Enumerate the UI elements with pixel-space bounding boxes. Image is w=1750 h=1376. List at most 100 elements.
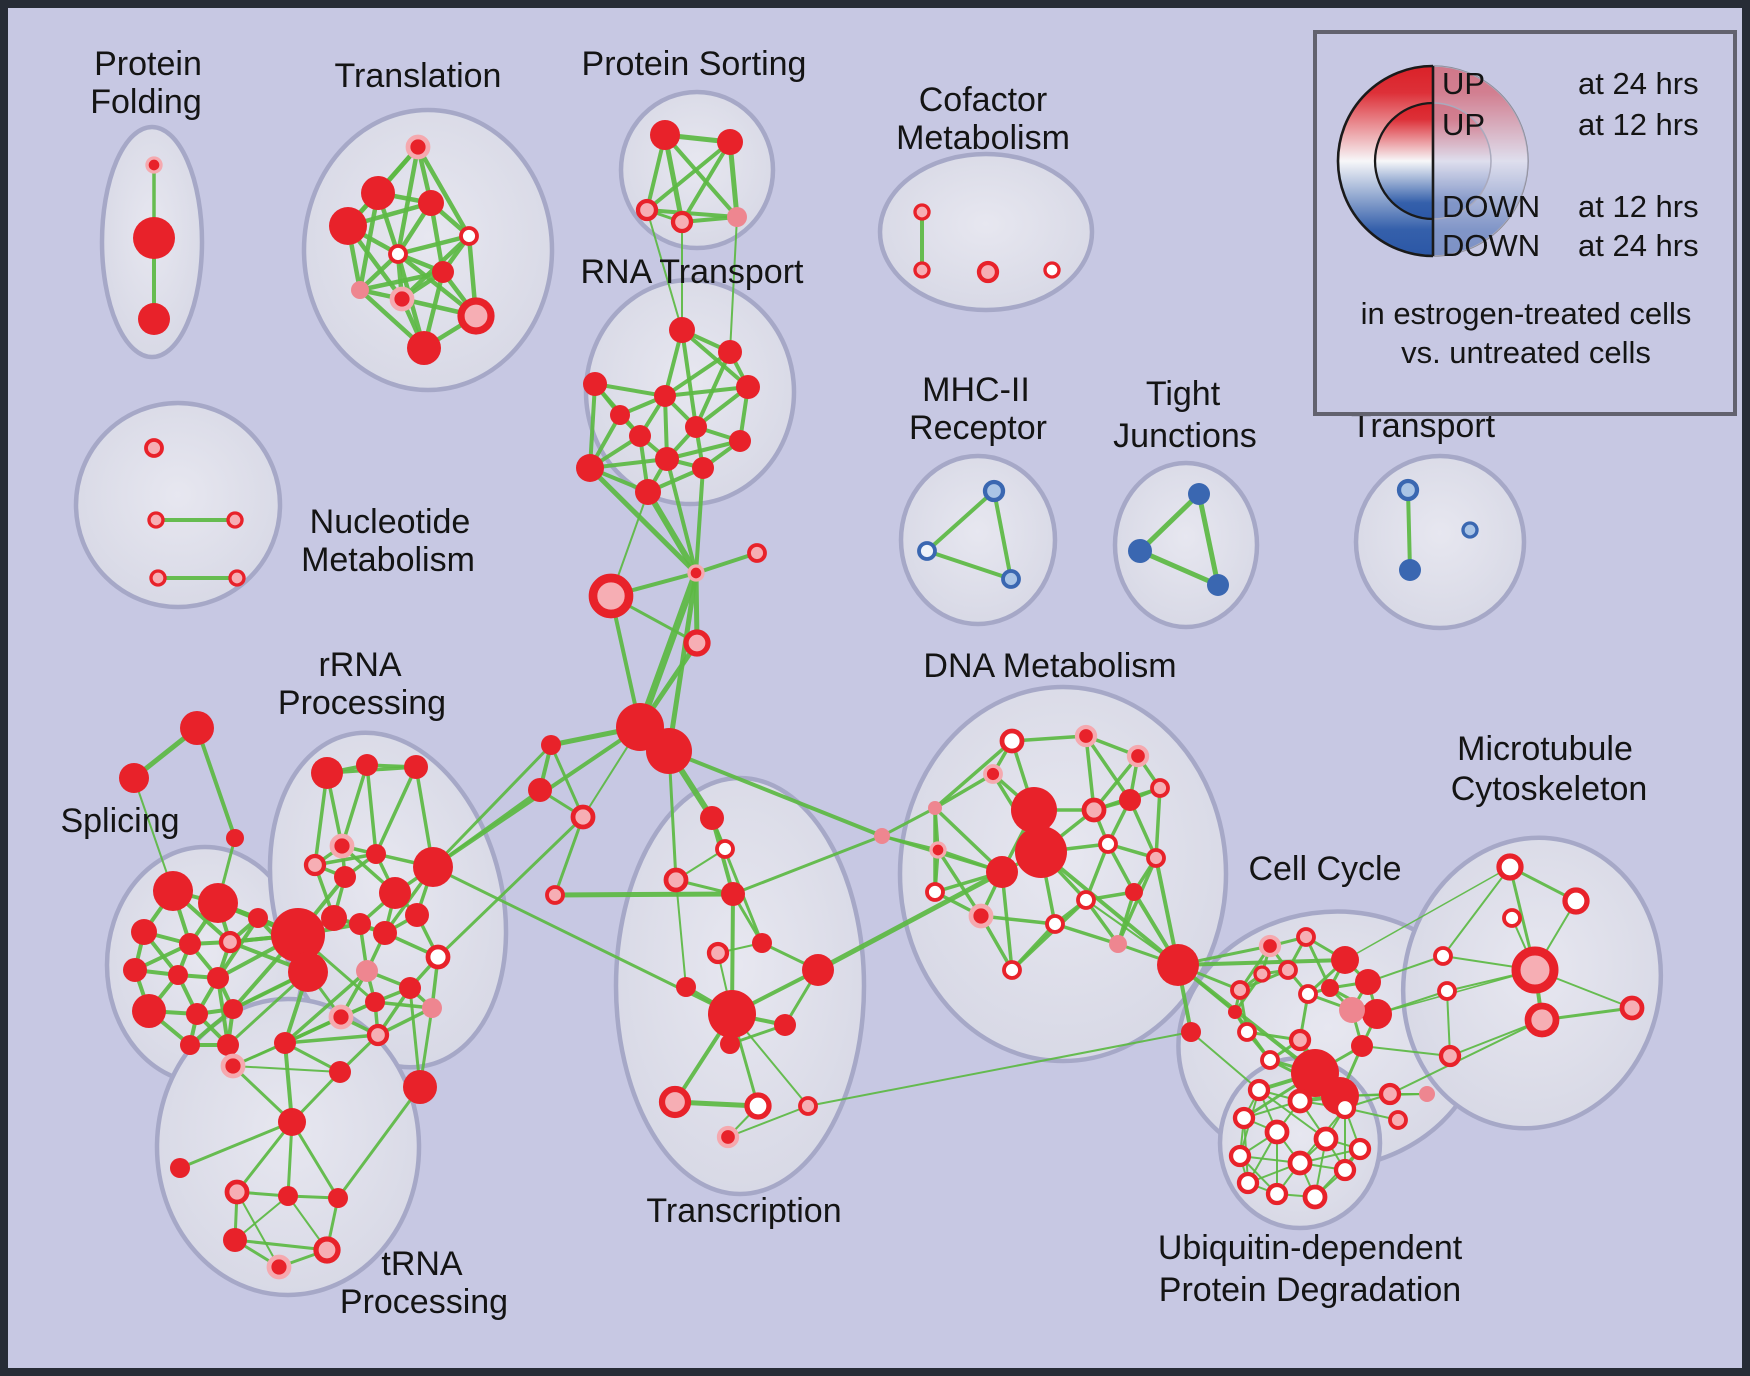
cluster-ellipse-mhc	[898, 453, 1058, 627]
gene-node-dna-10	[1081, 797, 1107, 823]
interaction-edge	[336, 1085, 422, 1200]
gene-node-tn-3	[278, 1108, 306, 1136]
gene-node-ps-3	[670, 210, 694, 234]
gene-node-mt-3	[1511, 946, 1559, 994]
gene-node-sp-2	[131, 919, 157, 945]
gene-node-cc-5	[1298, 984, 1318, 1004]
gene-node-dna-16	[968, 903, 994, 929]
gene-node-dna-20	[1002, 960, 1022, 980]
interaction-edge	[415, 144, 472, 239]
gene-node-sp-14	[288, 952, 328, 992]
cluster-label-cc-0: Cell Cycle	[1248, 850, 1401, 888]
gene-node-tl-4	[459, 226, 479, 246]
legend: UP at 24 hrs UP at 12 hrs DOWN at 12 hrs…	[1313, 30, 1737, 416]
cluster-label-tn-0: tRNA	[381, 1245, 463, 1283]
gene-node-lp-1	[1399, 559, 1421, 581]
interaction-edge	[663, 133, 739, 219]
gene-node-fr-10	[874, 828, 890, 844]
gene-node-ps-4	[727, 207, 747, 227]
legend-up-12-time: at 12 hrs	[1578, 107, 1699, 142]
gene-node-tx-6	[802, 954, 834, 986]
interaction-edge	[1116, 856, 1158, 946]
cluster-label-tl-0: Translation	[335, 57, 502, 95]
gene-node-rr-10	[349, 913, 371, 935]
legend-inner-left-arc	[1373, 101, 1434, 221]
gene-node-rna-3	[654, 385, 676, 407]
gene-node-tn-6	[278, 1186, 298, 1206]
gene-node-ub-9	[1333, 1158, 1357, 1182]
gene-node-tx-7	[708, 990, 756, 1038]
gene-node-sp-4	[218, 930, 242, 954]
gene-node-st-2	[226, 829, 244, 847]
legend-outer-left-arc	[1336, 64, 1434, 258]
interaction-edge	[1154, 786, 1162, 860]
gene-node-tj-0	[1188, 483, 1210, 505]
cluster-label-tx-0: Transcription	[646, 1192, 841, 1230]
gene-node-cf-0	[913, 203, 931, 221]
gene-node-cc-4	[1362, 999, 1392, 1029]
gene-node-fr-12	[1181, 1022, 1201, 1042]
interaction-edge	[665, 457, 698, 575]
gene-node-rr-16	[365, 992, 385, 1012]
interaction-edge	[588, 382, 597, 470]
gene-node-dna-3	[1150, 778, 1170, 798]
interaction-edge	[815, 869, 1005, 973]
gene-node-rr-5	[334, 866, 356, 888]
gene-node-ub-5	[1313, 1126, 1339, 1152]
gene-node-nu-3	[149, 569, 167, 587]
cluster-label-cf-0: Cofactor	[919, 81, 1048, 119]
gene-node-ub-3	[1232, 1106, 1256, 1130]
gene-node-lp-2	[1461, 521, 1479, 539]
gene-node-sp-6	[168, 965, 188, 985]
gene-node-mt-0	[1496, 853, 1524, 881]
gene-node-rr-8	[379, 877, 411, 909]
interaction-edge	[1137, 491, 1202, 554]
gene-node-fr-9	[545, 885, 565, 905]
gene-node-sp-5	[123, 958, 147, 982]
legend-up-24-dir: UP	[1442, 66, 1485, 101]
gene-node-st-1	[119, 763, 149, 793]
gene-node-rna-7	[729, 430, 751, 452]
cluster-label-ub-1: Protein Degradation	[1159, 1271, 1461, 1309]
gene-node-tn-4	[170, 1158, 190, 1178]
gene-node-tn-5	[224, 1179, 250, 1205]
legend-right-half-wash	[1433, 66, 1528, 256]
gene-node-pf-0	[145, 156, 163, 174]
interaction-edge	[694, 466, 705, 575]
gene-node-cc-8	[1260, 1050, 1280, 1070]
cluster-label-rr-0: rRNA	[318, 646, 401, 684]
gene-node-cf-1	[913, 261, 931, 279]
gene-node-dna-14	[1125, 883, 1143, 901]
legend-up-24-time: at 24 hrs	[1578, 66, 1699, 101]
legend-caption-line-1: in estrogen-treated cells	[1361, 296, 1692, 331]
gene-node-tx-0	[700, 806, 724, 830]
cluster-label-mhc-1: Receptor	[909, 409, 1047, 447]
gene-node-cc-1	[1296, 927, 1316, 947]
interaction-edge	[340, 763, 369, 848]
interaction-edge	[1000, 870, 1014, 972]
interaction-edge	[663, 350, 732, 398]
interaction-edge	[1196, 491, 1221, 588]
gene-node-fr-3	[683, 629, 711, 657]
gene-node-tx-12	[744, 1092, 772, 1120]
gene-node-cc-6	[1339, 997, 1365, 1023]
interaction-edge	[431, 788, 542, 869]
interaction-edge	[235, 1120, 294, 1194]
gene-node-rr-17	[328, 1004, 354, 1030]
gene-node-dna-0	[999, 728, 1025, 754]
interaction-edge	[1190, 1031, 1260, 1091]
gene-node-dna-2	[1126, 744, 1150, 768]
gene-node-rr-20	[274, 1032, 296, 1054]
cluster-label-nu-1: Metabolism	[301, 541, 475, 579]
interaction-edge	[233, 1238, 329, 1252]
gene-node-sp-3	[179, 933, 201, 955]
interaction-edge	[178, 1120, 294, 1170]
gene-node-tx-10	[752, 933, 772, 953]
interaction-edge	[357, 269, 446, 293]
gene-node-tx-13	[798, 1096, 818, 1116]
interaction-edge	[925, 489, 996, 553]
gene-node-tl-2	[329, 207, 367, 245]
gene-node-ub-2	[1333, 1096, 1357, 1120]
gene-node-ub-1	[1287, 1088, 1313, 1114]
